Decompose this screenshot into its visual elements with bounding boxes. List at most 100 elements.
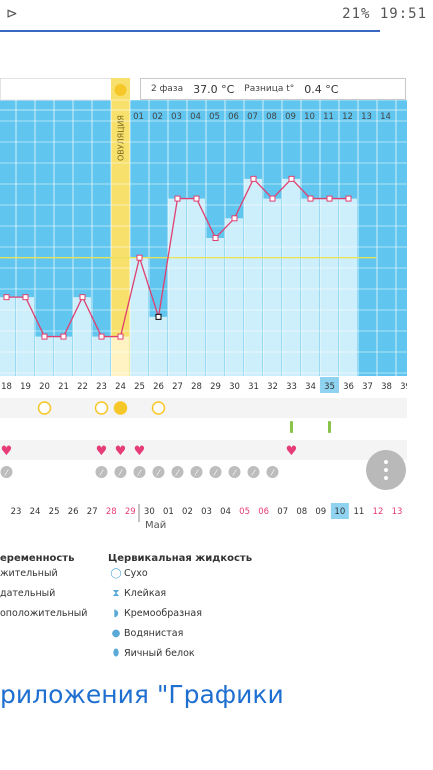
top-day-label: 06 — [228, 112, 239, 122]
check-circle-icon — [247, 466, 260, 478]
temp-bar — [16, 297, 34, 376]
calendar-date: 27 — [87, 507, 98, 517]
check-mark: ⁄ — [175, 469, 180, 478]
temperature-point — [231, 215, 238, 222]
temperature-point — [3, 294, 10, 301]
temperature-point — [60, 333, 67, 340]
hourglass-icon: ⧗ — [112, 588, 120, 599]
temperature-point — [250, 175, 257, 182]
highlight-day-bg — [320, 377, 339, 393]
temperature-chart[interactable]: ОВУЛЯЦИЯ 01 02 03 04 05 06 07 08 09 10 11 12 13 14 18 19… — [0, 78, 407, 548]
ovulation-sun-icon — [114, 84, 127, 96]
top-day-label: 07 — [247, 112, 258, 122]
temperature-point — [288, 175, 295, 182]
temp-bar — [206, 238, 224, 376]
temperature-point — [136, 254, 143, 261]
check-circle-icon — [114, 466, 127, 478]
temp-bar — [263, 198, 281, 376]
top-day-label: 01 — [133, 112, 144, 122]
temp-bar — [54, 336, 72, 376]
cycle-day-label: 24 — [115, 382, 126, 392]
status-indicators: 21% 19:51 — [342, 6, 427, 22]
cycle-day-label: 23 — [96, 382, 107, 392]
cycle-day-label: 38 — [381, 382, 392, 392]
calendar-date: 23 — [11, 507, 22, 517]
temp-bar — [92, 336, 110, 376]
cycle-day-label: 20 — [39, 382, 50, 392]
mucus-circle-icon — [37, 401, 52, 415]
egg-white-icon: ⬮ — [112, 648, 120, 659]
marker-row — [0, 461, 407, 481]
temp-bar — [282, 178, 300, 376]
check-circle-icon — [228, 466, 241, 478]
top-day-label: 03 — [171, 112, 182, 122]
month-label: Май — [145, 520, 167, 531]
calendar-date: 08 — [296, 507, 307, 517]
marker-row — [0, 440, 407, 460]
temperature-point — [212, 235, 219, 241]
fluid-item: ◯ Сухо — [108, 564, 252, 584]
top-day-label: 09 — [285, 112, 296, 122]
legend: еременность жительный дательный оположител… — [0, 553, 260, 665]
calendar-date: 13 — [392, 507, 403, 517]
fluid-item-label: Клейкая — [124, 588, 167, 599]
pregnancy-title: еременность — [0, 553, 75, 564]
check-mark: ⁄ — [251, 469, 256, 478]
heart-icon: ♥ — [96, 444, 108, 459]
calendar-date: 06 — [258, 507, 269, 517]
more-options-button[interactable] — [366, 450, 406, 490]
marker-row — [0, 398, 407, 418]
app-link[interactable]: риложения "Графики — [0, 680, 284, 709]
cycle-day-label: 37 — [362, 382, 373, 392]
fluid-item-label: Сухо — [124, 568, 148, 579]
pregnancy-item: жительный — [0, 568, 58, 579]
cycle-day-label: 28 — [191, 382, 202, 392]
cycle-day-label: 34 — [305, 382, 316, 392]
cycle-day-label: 29 — [210, 382, 221, 392]
check-circle-icon — [266, 466, 279, 478]
check-circle-icon — [171, 466, 184, 478]
temperature-point — [193, 195, 200, 202]
top-day-label: 05 — [209, 112, 220, 122]
top-day-label: 04 — [190, 112, 201, 122]
cycle-day-label: 31 — [248, 382, 259, 392]
temp-bar — [168, 198, 186, 376]
temperature-point — [269, 195, 276, 202]
calendar-date: 03 — [201, 507, 212, 517]
cycle-day-label: 25 — [134, 382, 145, 392]
pregnancy-legend: еременность жительный дательный оположител… — [0, 553, 87, 624]
heart-icon: ♥ — [115, 444, 127, 459]
temp-bar — [0, 297, 15, 376]
calendar-date: 28 — [106, 507, 117, 517]
water-drop-icon: ● — [111, 628, 121, 639]
check-mark: ⁄ — [99, 469, 104, 478]
diff-value: 0.4 °C — [304, 82, 339, 96]
mucus-circle-icon — [113, 401, 128, 415]
temperature-point — [98, 333, 105, 340]
top-day-label: 08 — [266, 112, 277, 122]
mucus-circle-icon — [94, 401, 109, 415]
temperature-point — [117, 333, 124, 340]
temperature-point — [326, 195, 333, 202]
cycle-day-label: 18 — [1, 382, 12, 392]
check-circle-icon — [209, 466, 222, 478]
test-marker-icon — [290, 421, 293, 433]
status-bar: ⊳ 21% 19:51 — [0, 0, 433, 30]
ovulation-label: ОВУЛЯЦИЯ — [117, 115, 126, 161]
calendar-date: 12 — [373, 507, 384, 517]
fluid-item-label: Кремообразная — [124, 608, 202, 619]
phase-label: 2 фаза — [151, 84, 184, 94]
fluid-item: ⬮ Яичный белок — [108, 644, 252, 664]
check-circle-icon — [95, 466, 108, 478]
chart-area[interactable]: ОВУЛЯЦИЯ 01 02 03 04 05 06 07 08 09 10 11 12 13 14 18 19… — [0, 78, 407, 678]
cycle-day-label: 22 — [77, 382, 88, 392]
temp-bar — [320, 198, 338, 376]
temperature-point — [345, 195, 352, 202]
drop-outline-icon: ◯ — [110, 568, 122, 579]
calendar-date: 29 — [125, 507, 136, 517]
temperature-point — [41, 333, 48, 340]
mucus-circle-icon — [151, 401, 166, 415]
cycle-day-label: 39 — [400, 382, 407, 392]
heart-icon: ♥ — [286, 444, 298, 459]
top-day-label: 10 — [304, 112, 315, 122]
